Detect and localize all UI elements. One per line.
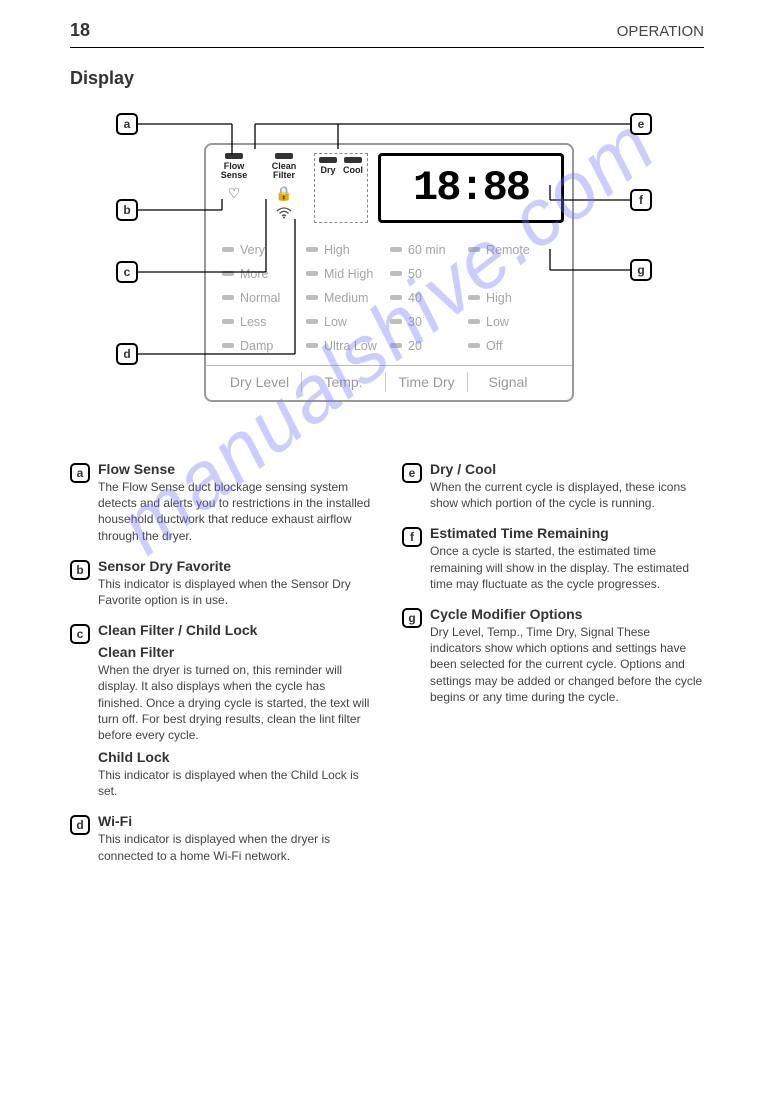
desc-marker: b [70, 560, 90, 580]
dry-label: Dry [319, 166, 337, 175]
opt-temp-medium: Medium [306, 287, 390, 309]
opt-temp-high: High [306, 239, 390, 261]
opt-sig-off: Off [468, 335, 548, 357]
flowsense-label: Flow Sense [214, 162, 254, 181]
desc-title: Wi-Fi [98, 813, 372, 829]
opt-temp-low: Low [306, 311, 390, 333]
callout-c: c [116, 261, 138, 283]
section-title: Display [70, 68, 704, 89]
seven-segment-display: 18:88 [378, 153, 564, 223]
led-bar [275, 153, 293, 159]
options-grid: Very High 60 min Remote More Mid High 50… [206, 227, 572, 365]
desc-title: Cycle Modifier Options [430, 606, 704, 622]
desc-text: This indicator is displayed when the dry… [98, 831, 372, 863]
description-columns: a Flow Sense The Flow Sense duct blockag… [70, 461, 704, 878]
cleanfilter-indicator: Clean Filter 🔒 [264, 153, 304, 223]
desc-marker: a [70, 463, 90, 483]
opt-dry-normal: Normal [222, 287, 306, 309]
led-bar [319, 157, 337, 163]
panel-top-row: Flow Sense ♡ Clean Filter 🔒 [206, 145, 572, 227]
opt-temp-midhigh: Mid High [306, 263, 390, 285]
desc-column-right: e Dry / Cool When the current cycle is d… [402, 461, 704, 878]
opt-sig-high: High [468, 287, 548, 309]
page-section: OPERATION [617, 23, 704, 40]
page-header: 18 OPERATION [70, 20, 704, 48]
opt-sig-remote: Remote [468, 239, 548, 261]
desc-text: When the current cycle is displayed, the… [430, 479, 704, 511]
desc-title: Sensor Dry Favorite [98, 558, 372, 574]
desc-item-b: b Sensor Dry Favorite This indicator is … [70, 558, 372, 608]
desc-text: This indicator is displayed when the Sen… [98, 576, 372, 608]
callout-a: a [116, 113, 138, 135]
page-number: 18 [70, 20, 90, 41]
opt-time-40: 40 [390, 287, 468, 309]
desc-marker: c [70, 624, 90, 644]
desc-text: Once a cycle is started, the estimated t… [430, 543, 704, 592]
lock-icon: 🔒 [264, 185, 304, 202]
desc-title: Flow Sense [98, 461, 372, 477]
desc-marker: f [402, 527, 422, 547]
opt-dry-very: Very [222, 239, 306, 261]
opt-dry-less: Less [222, 311, 306, 333]
desc-marker: e [402, 463, 422, 483]
opt-time-20: 20 [390, 335, 468, 357]
footer-drylevel: Dry Level [218, 372, 302, 392]
desc-marker: d [70, 815, 90, 835]
control-panel-display: Flow Sense ♡ Clean Filter 🔒 [204, 143, 574, 402]
panel-footer: Dry Level Temp. Time Dry Signal [206, 365, 572, 400]
desc-marker: g [402, 608, 422, 628]
opt-dry-damp: Damp [222, 335, 306, 357]
desc-text: When the dryer is turned on, this remind… [98, 662, 372, 743]
cleanfilter-label: Clean Filter [264, 162, 304, 181]
opt-time-50: 50 [390, 263, 468, 285]
flowsense-indicator: Flow Sense ♡ [214, 153, 254, 223]
footer-signal: Signal [468, 372, 548, 392]
display-diagram: a b c d e f g Flow Sense [70, 93, 704, 453]
wifi-icon [264, 206, 304, 223]
heart-icon: ♡ [214, 185, 254, 202]
desc-item-d: d Wi-Fi This indicator is displayed when… [70, 813, 372, 863]
callout-b: b [116, 199, 138, 221]
led-bar [225, 153, 243, 159]
cool-label: Cool [343, 166, 363, 175]
opt-time-60: 60 min [390, 239, 468, 261]
manual-page: 18 OPERATION manualshive.com Display a b… [0, 0, 774, 918]
callout-d: d [116, 343, 138, 365]
desc-item-e: e Dry / Cool When the current cycle is d… [402, 461, 704, 511]
desc-subtitle: Clean Filter [98, 644, 372, 660]
desc-title: Estimated Time Remaining [430, 525, 704, 541]
footer-timedry: Time Dry [386, 372, 468, 392]
opt-time-30: 30 [390, 311, 468, 333]
footer-temp: Temp. [302, 372, 386, 392]
opt-temp-ultralow: Ultra Low [306, 335, 390, 357]
desc-text: This indicator is displayed when the Chi… [98, 767, 372, 799]
desc-item-a: a Flow Sense The Flow Sense duct blockag… [70, 461, 372, 544]
dry-cool-indicator: Dry Cool [314, 153, 368, 223]
callout-f: f [630, 189, 652, 211]
desc-item-g: g Cycle Modifier Options Dry Level, Temp… [402, 606, 704, 705]
desc-item-f: f Estimated Time Remaining Once a cycle … [402, 525, 704, 592]
desc-column-left: a Flow Sense The Flow Sense duct blockag… [70, 461, 372, 878]
desc-item-c: c Clean Filter / Child Lock Clean Filter… [70, 622, 372, 799]
desc-text: The Flow Sense duct blockage sensing sys… [98, 479, 372, 544]
desc-text: Dry Level, Temp., Time Dry, Signal These… [430, 624, 704, 705]
desc-subtitle: Child Lock [98, 749, 372, 765]
callout-e: e [630, 113, 652, 135]
opt-dry-more: More [222, 263, 306, 285]
desc-title: Clean Filter / Child Lock [98, 622, 372, 638]
led-bar [344, 157, 362, 163]
opt-empty: . [468, 263, 548, 285]
callout-g: g [630, 259, 652, 281]
desc-title: Dry / Cool [430, 461, 704, 477]
opt-sig-low: Low [468, 311, 548, 333]
